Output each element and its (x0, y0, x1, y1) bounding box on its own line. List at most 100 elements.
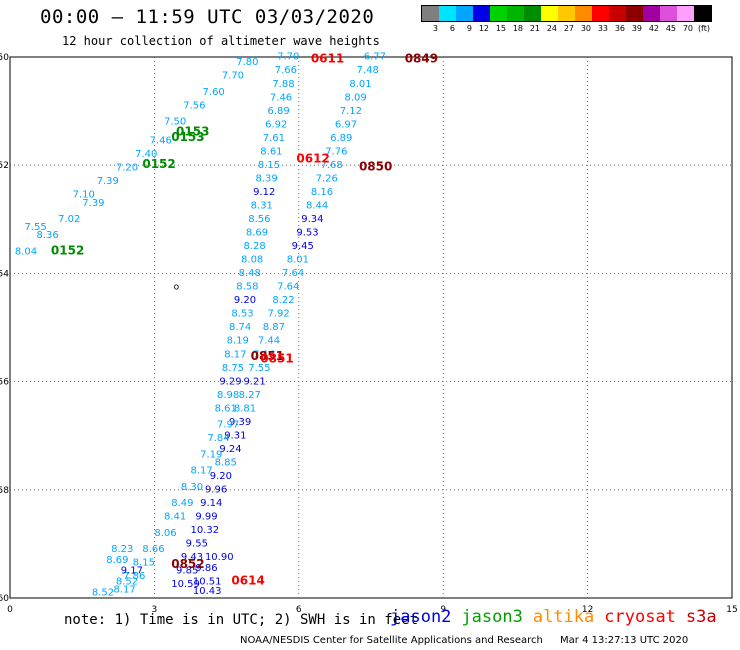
legend-swatch (456, 6, 473, 21)
satellite-cryosat: cryosat (604, 607, 676, 627)
swh-value: 8.85 (215, 457, 237, 468)
swh-value: 8.87 (263, 322, 285, 333)
legend-swatch (422, 6, 439, 21)
swh-value: 9.31 (224, 430, 246, 441)
legend-label: 6 (449, 24, 455, 33)
swh-value: 7.40 (135, 149, 157, 160)
timestamp: Mar 4 13:27:13 UTC 2020 (560, 635, 689, 646)
swh-value: 9.86 (195, 563, 217, 574)
swh-value: 8.31 (251, 200, 273, 211)
swh-value: 9.55 (186, 539, 208, 550)
swh-value: 8.66 (142, 544, 164, 555)
swh-value: 7.64 (282, 268, 304, 279)
y-tick-label: -54 (0, 269, 9, 279)
legend-label: 24 (546, 24, 557, 33)
swh-value: 7.80 (236, 57, 258, 68)
y-tick-label: -58 (0, 486, 9, 496)
legend-swatch (609, 6, 626, 21)
swh-value: 7.46 (150, 136, 172, 147)
swh-value: 7.26 (316, 173, 338, 184)
swh-value: 7.39 (97, 176, 119, 187)
swh-value: 9.43 (181, 552, 203, 563)
swh-value: 7.68 (320, 160, 342, 171)
map-frame (9, 56, 733, 599)
credit-text: NOAA/NESDIS Center for Satellite Applica… (240, 635, 543, 646)
swh-value: 8.04 (15, 246, 37, 257)
x-tick-label: 12 (582, 605, 593, 615)
legend-swatch (643, 6, 660, 21)
swh-value: 8.41 (164, 512, 186, 523)
swh-value: 8.01 (287, 255, 309, 266)
legend-swatch (524, 6, 541, 21)
swh-value: 8.44 (306, 200, 328, 211)
pass-time-label: 0152 (51, 243, 84, 257)
legend-label: 70 (682, 24, 693, 33)
x-tick-label: 9 (440, 605, 446, 615)
footnote: note: 1) Time is in UTC; 2) SWH is in fe… (64, 612, 419, 628)
swh-value: 8.98 (217, 390, 239, 401)
legend-label: 45 (665, 24, 676, 33)
swh-value: 10.90 (205, 552, 234, 563)
swh-value: 7.56 (183, 100, 205, 111)
legend-label: 30 (580, 24, 591, 33)
legend-label: 36 (614, 24, 625, 33)
swh-value: 7.12 (340, 106, 362, 117)
swh-value: 6.89 (330, 133, 352, 144)
swh-value: 7.76 (325, 146, 347, 157)
swh-value: 8.81 (234, 403, 256, 414)
legend-swatch (558, 6, 575, 21)
swh-value: 7.39 (82, 198, 104, 209)
legend-swatch (575, 6, 592, 21)
legend-label: 42 (648, 24, 659, 33)
swh-value: 7.10 (73, 190, 95, 201)
x-tick-label: 6 (296, 605, 302, 615)
swh-value: 9.96 (205, 485, 227, 496)
swh-value: 7.02 (58, 214, 80, 225)
pass-time-label: 0153 (171, 130, 204, 144)
swh-value: 8.01 (349, 79, 371, 90)
swh-value: 10.43 (193, 586, 222, 597)
swh-value: 7.44 (258, 336, 280, 347)
swh-value: 9.53 (296, 228, 318, 239)
swh-value: 7.55 (24, 222, 46, 233)
swh-value: 8.49 (171, 498, 193, 509)
swh-value: 8.23 (111, 544, 133, 555)
swh-value: 8.28 (243, 241, 265, 252)
swh-value: 10.59 (171, 579, 200, 590)
swh-value: 10.32 (191, 525, 220, 536)
legend-swatch (439, 6, 456, 21)
swh-value: 8.09 (345, 92, 367, 103)
legend-label: 9 (466, 24, 472, 33)
x-tick-label: 3 (152, 605, 158, 615)
swh-value: 7.19 (200, 449, 222, 460)
swh-value: 7.88 (272, 79, 294, 90)
legend-label: 27 (563, 24, 574, 33)
swh-value: 8.22 (272, 295, 294, 306)
swh-value: 8.30 (181, 482, 203, 493)
swh-value: 9.85 (176, 566, 198, 577)
swh-value: 8.17 (224, 349, 246, 360)
swh-value: 8.39 (255, 173, 277, 184)
satellite-altika: altika (532, 607, 595, 627)
legend-label: 3 (432, 24, 438, 33)
page-subtitle: 12 hour collection of altimeter wave hei… (62, 34, 380, 48)
swh-value: 7.86 (123, 571, 145, 582)
y-tick-label: -52 (0, 161, 9, 171)
swh-value: 7.60 (203, 87, 225, 98)
swh-value: 7.92 (268, 309, 290, 320)
pass-time-label: 0611 (311, 51, 344, 65)
pass-time-label: 0153 (176, 124, 209, 138)
swh-value: 6.97 (335, 119, 357, 130)
color-legend: 3 6 9 12 15 18 21 24 27 30 33 36 39 42 45 70 (ft) (421, 5, 712, 33)
pass-time-label: 0849 (405, 51, 438, 65)
swh-value: 7.55 (248, 363, 270, 374)
swh-value: 7.84 (207, 433, 229, 444)
legend-swatch (507, 6, 524, 21)
legend-swatch (626, 6, 643, 21)
legend-label: (ft) (697, 24, 710, 33)
swh-value: 8.61 (215, 403, 237, 414)
swh-value: 8.48 (239, 268, 261, 279)
legend-swatch (490, 6, 507, 21)
legend-swatch (694, 6, 711, 21)
